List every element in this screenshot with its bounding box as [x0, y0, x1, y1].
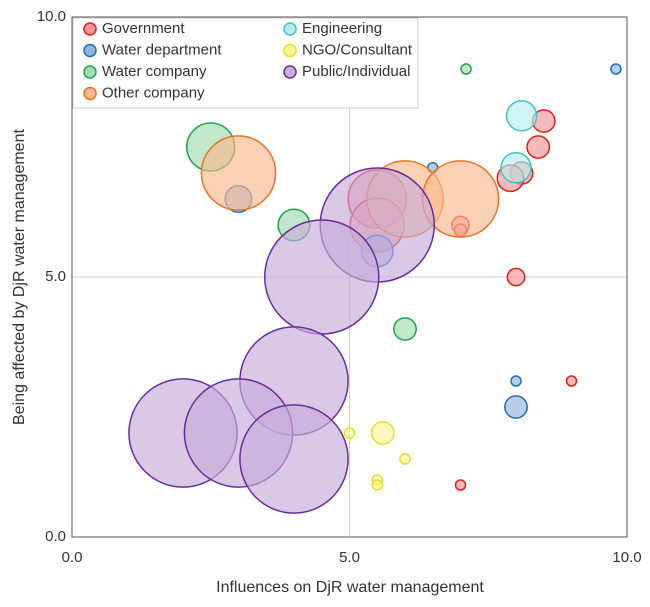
x-tick-label: 0.0 — [62, 549, 83, 566]
legend-label: Public/Individual — [302, 63, 410, 80]
bubble — [343, 427, 356, 439]
bubble — [510, 375, 522, 387]
legend-box — [72, 17, 419, 109]
x-axis-title: Influences on DjR water management — [216, 579, 484, 596]
plot-frame — [71, 16, 628, 538]
bubble — [506, 267, 526, 287]
legend-marker — [283, 43, 297, 58]
bubble — [454, 479, 467, 491]
legend-label: Engineering — [302, 20, 382, 37]
bubble — [239, 404, 349, 514]
bubble — [505, 100, 538, 132]
legend-marker — [83, 86, 97, 101]
bubble — [371, 479, 383, 491]
bubble — [263, 219, 380, 335]
bubble — [399, 453, 411, 465]
bubble — [460, 63, 472, 75]
legend-marker — [83, 43, 97, 58]
legend-marker — [283, 65, 297, 79]
legend-marker — [283, 22, 297, 36]
bubble — [565, 375, 578, 387]
legend-label: Water department — [102, 41, 222, 58]
bubble — [610, 63, 622, 75]
legend-label: Other company — [102, 84, 205, 101]
bubble — [393, 317, 417, 341]
legend-marker — [83, 65, 97, 79]
y-axis-title: Being affected by DjR water management — [11, 129, 28, 425]
legend-marker — [83, 22, 97, 36]
y-tick-label: 5.0 — [45, 268, 66, 285]
legend-label: NGO/Consultant — [302, 41, 413, 58]
x-tick-label: 5.0 — [339, 549, 360, 566]
bubble — [370, 421, 395, 445]
bubble — [504, 395, 528, 419]
legend-label: Water company — [102, 63, 207, 80]
y-tick-label: 0.0 — [45, 528, 66, 545]
x-tick-label: 10.0 — [612, 549, 641, 566]
bubble — [526, 135, 551, 159]
y-tick-label: 10.0 — [37, 8, 66, 25]
bubble — [500, 152, 532, 184]
bubble — [200, 135, 277, 211]
legend-label: Government — [102, 20, 185, 37]
